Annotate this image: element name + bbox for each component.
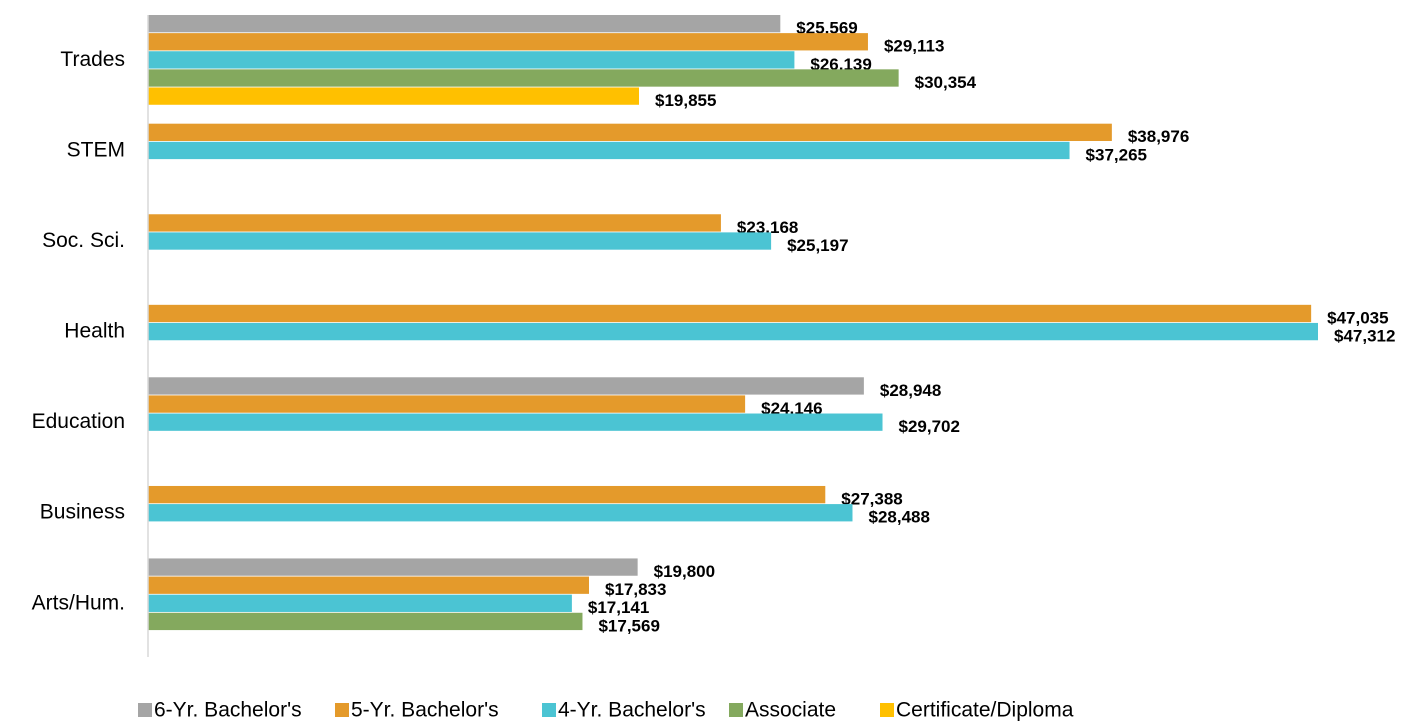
legend-swatch (880, 703, 894, 717)
value-label: $26,139 (810, 55, 871, 74)
bar (148, 322, 1318, 341)
bar (148, 33, 868, 51)
value-label: $23,168 (737, 218, 798, 237)
bar (148, 69, 899, 87)
value-label: $27,388 (841, 490, 902, 509)
value-label: $19,855 (655, 91, 716, 110)
legend-swatch (138, 703, 152, 717)
category-label: Education (32, 410, 125, 433)
legend-label: 6-Yr. Bachelor's (154, 699, 302, 721)
value-label: $29,113 (884, 37, 945, 56)
bar (148, 395, 746, 413)
category-label: Business (40, 501, 125, 524)
legend-label: 5-Yr. Bachelor's (351, 699, 499, 721)
bar (148, 141, 1070, 160)
bar (148, 576, 590, 594)
value-label: $17,569 (598, 616, 659, 635)
value-label: $47,035 (1327, 308, 1388, 327)
bar (148, 377, 864, 395)
category-label: Trades (60, 48, 125, 71)
bar (148, 413, 883, 431)
bar (148, 612, 583, 631)
value-label: $30,354 (915, 73, 977, 92)
legend-label: Certificate/Diploma (896, 699, 1074, 721)
value-label: $25,569 (796, 19, 857, 38)
value-label: $17,833 (605, 580, 666, 599)
bar (148, 504, 853, 522)
bar (148, 558, 638, 576)
bar (148, 15, 781, 33)
legend-swatch (729, 703, 743, 717)
value-label: $37,265 (1086, 145, 1147, 164)
bar (148, 594, 572, 612)
value-label: $29,702 (899, 417, 960, 436)
bar (148, 123, 1112, 141)
bar (148, 304, 1312, 323)
value-label: $19,800 (654, 562, 715, 581)
category-label: STEM (67, 138, 125, 161)
category-label: Health (64, 320, 125, 343)
value-label: $25,197 (787, 236, 848, 255)
legend-label: Associate (745, 699, 836, 721)
value-label: $28,948 (880, 381, 941, 400)
legend-swatch (335, 703, 349, 717)
bar (148, 214, 721, 232)
legend-swatch (542, 703, 556, 717)
value-label: $17,141 (588, 598, 649, 617)
bar (148, 485, 826, 504)
bar (148, 87, 640, 105)
value-label: $28,488 (868, 508, 929, 527)
value-label: $47,312 (1334, 326, 1395, 345)
value-label: $38,976 (1128, 127, 1189, 146)
bar (148, 232, 772, 250)
legend-label: 4-Yr. Bachelor's (558, 699, 706, 721)
category-label: Soc. Sci. (42, 229, 125, 252)
bar (148, 51, 795, 69)
value-label: $24,146 (761, 399, 822, 418)
category-label: Arts/Hum. (32, 591, 125, 614)
